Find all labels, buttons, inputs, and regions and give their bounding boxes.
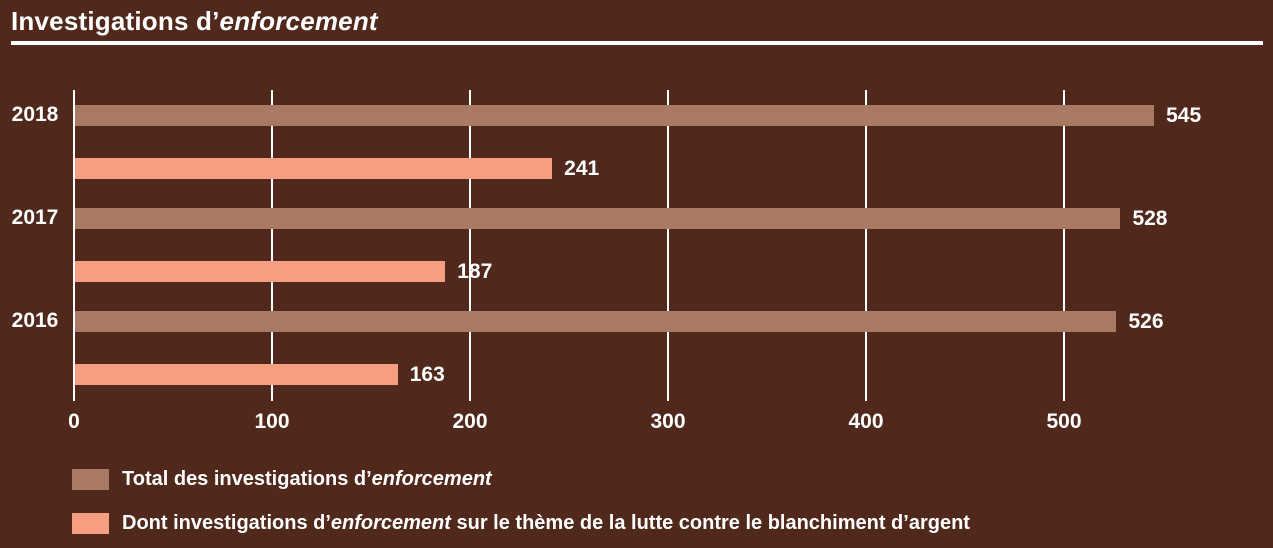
x-axis-tick-label: 200 <box>452 410 488 433</box>
chart-title-text: Investigations d’ <box>11 6 220 36</box>
legend-swatch-lba <box>72 513 109 534</box>
gridline-300 <box>667 90 669 401</box>
y-axis-category-label: 2016 <box>11 309 59 332</box>
x-axis-tick-label: 100 <box>254 410 290 433</box>
bar-value-label-lba-2017: 187 <box>457 260 493 283</box>
legend-item-lba: Dont investigations d’enforcement sur le… <box>72 513 970 534</box>
legend-label-total-italic: enforcement <box>371 468 492 490</box>
legend-label-total: Total des investigations d’enforcement <box>122 469 492 490</box>
bar-total-2018 <box>75 105 1155 126</box>
bar-value-label-lba-2018: 241 <box>564 157 600 180</box>
y-axis-category-label: 2018 <box>11 103 59 126</box>
x-axis-tick-label: 400 <box>848 410 884 433</box>
chart-title: Investigations d’enforcement <box>11 6 378 37</box>
legend-label-lba: Dont investigations d’enforcement sur le… <box>122 513 970 534</box>
legend-label-lba-italic: enforcement <box>330 512 451 534</box>
chart-title-italic-text: enforcement <box>219 6 378 36</box>
legend-swatch-total <box>72 469 109 490</box>
x-axis-tick-label: 500 <box>1046 410 1082 433</box>
legend-item-total: Total des investigations d’enforcement <box>72 469 492 490</box>
bar-total-2016 <box>75 311 1117 332</box>
bar-lba-2016 <box>75 364 398 385</box>
bar-value-label-total-2018: 545 <box>1166 104 1202 127</box>
legend-label-total-pre: Total des investigations d’ <box>122 468 372 490</box>
gridline-200 <box>469 90 471 401</box>
gridline-400 <box>865 90 867 401</box>
bar-value-label-total-2016: 526 <box>1128 310 1164 333</box>
y-axis-category-label: 2017 <box>11 206 59 229</box>
x-axis-tick-label: 300 <box>650 410 686 433</box>
bar-lba-2018 <box>75 158 553 179</box>
bar-total-2017 <box>75 208 1121 229</box>
title-underline <box>11 41 1263 45</box>
gridline-100 <box>271 90 273 401</box>
bar-value-label-lba-2016: 163 <box>409 363 445 386</box>
x-axis-tick-label: 0 <box>68 410 80 433</box>
gridline-500 <box>1063 90 1065 401</box>
gridline-0 <box>73 90 75 401</box>
legend-label-lba-pre: Dont investigations d’ <box>122 512 331 534</box>
bar-lba-2017 <box>75 261 446 282</box>
bar-value-label-total-2017: 528 <box>1132 207 1168 230</box>
legend-label-lba-post: sur le thème de la lutte contre le blanc… <box>450 512 970 534</box>
